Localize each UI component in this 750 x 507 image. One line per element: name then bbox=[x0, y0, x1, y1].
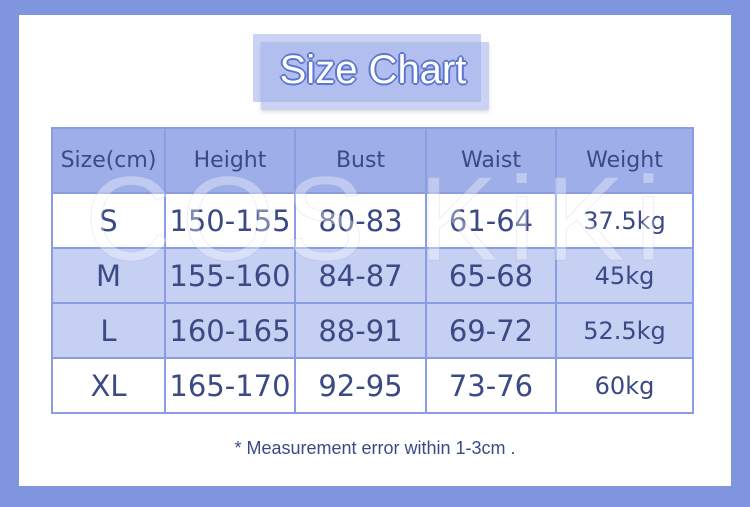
cell-weight: 37.5kg bbox=[555, 192, 694, 249]
page-title: Size Chart bbox=[279, 48, 467, 92]
table-row: L 160-165 88-91 69-72 52.5kg bbox=[51, 302, 694, 359]
cell-weight: 52.5kg bbox=[555, 302, 694, 359]
header-height: Height bbox=[164, 127, 296, 194]
table-row: M 155-160 84-87 65-68 45kg bbox=[51, 247, 694, 304]
title-banner: Size Chart bbox=[253, 34, 489, 110]
cell-bust: 84-87 bbox=[294, 247, 427, 304]
cell-bust: 80-83 bbox=[294, 192, 427, 249]
cell-height: 165-170 bbox=[164, 357, 296, 414]
cell-weight: 45kg bbox=[555, 247, 694, 304]
header-weight: Weight bbox=[555, 127, 694, 194]
table-row: S 150-155 80-83 61-64 37.5kg bbox=[51, 192, 694, 249]
cell-waist: 65-68 bbox=[425, 247, 557, 304]
cell-size: S bbox=[51, 192, 166, 249]
cell-weight: 60kg bbox=[555, 357, 694, 414]
cell-size: L bbox=[51, 302, 166, 359]
cell-waist: 61-64 bbox=[425, 192, 557, 249]
cell-height: 160-165 bbox=[164, 302, 296, 359]
cell-size: XL bbox=[51, 357, 166, 414]
cell-height: 155-160 bbox=[164, 247, 296, 304]
title-backdrop-shadow bbox=[261, 42, 489, 110]
header-bust: Bust bbox=[294, 127, 427, 194]
header-size: Size(cm) bbox=[51, 127, 166, 194]
cell-waist: 73-76 bbox=[425, 357, 557, 414]
cell-bust: 92-95 bbox=[294, 357, 427, 414]
cell-size: M bbox=[51, 247, 166, 304]
measurement-note: * Measurement error within 1-3cm . bbox=[234, 438, 516, 458]
size-table: Size(cm) Height Bust Waist Weight S 150-… bbox=[51, 127, 694, 414]
header-waist: Waist bbox=[425, 127, 557, 194]
cell-waist: 69-72 bbox=[425, 302, 557, 359]
cell-bust: 88-91 bbox=[294, 302, 427, 359]
cell-height: 150-155 bbox=[164, 192, 296, 249]
table-header-row: Size(cm) Height Bust Waist Weight bbox=[51, 127, 694, 194]
table-row: XL 165-170 92-95 73-76 60kg bbox=[51, 357, 694, 414]
